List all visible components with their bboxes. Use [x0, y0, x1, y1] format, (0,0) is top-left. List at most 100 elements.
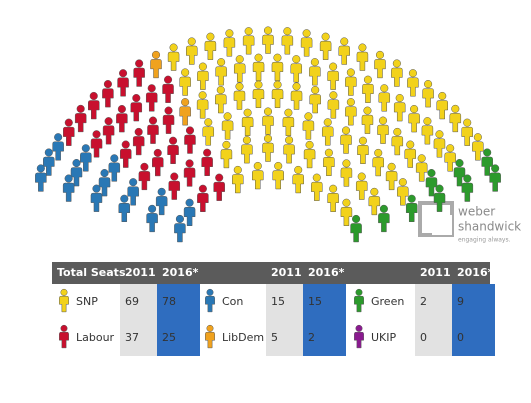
seat-icon	[155, 187, 168, 216]
icon-body	[116, 113, 128, 133]
seat-icon	[174, 214, 186, 243]
icon-head	[374, 148, 383, 157]
icon-head	[341, 126, 351, 135]
icon-body	[481, 156, 493, 176]
icon-body	[204, 40, 217, 60]
icon-head	[363, 106, 372, 115]
icon-head	[92, 184, 101, 193]
seat-icon	[241, 136, 253, 164]
icon-head	[294, 165, 303, 174]
icon-body	[378, 92, 391, 112]
seats-2016: 25	[162, 331, 176, 344]
seat-icon	[205, 288, 215, 313]
icon-head	[153, 148, 162, 157]
icon-head	[358, 43, 367, 52]
table-header: Total Seats	[57, 266, 126, 279]
icon-body	[90, 192, 103, 212]
icon-body	[184, 134, 196, 154]
icon-head	[357, 172, 366, 181]
seat-icon	[152, 148, 164, 177]
icon-body	[252, 61, 265, 81]
icon-body	[391, 67, 403, 87]
seat-icon	[340, 126, 352, 154]
icon-body	[183, 206, 196, 226]
seat-icon	[425, 169, 438, 197]
icon-head	[64, 118, 73, 127]
party-name: SNP	[76, 295, 98, 308]
party-name: Con	[222, 295, 243, 308]
icon-head	[324, 148, 333, 157]
seat-icon	[292, 165, 304, 194]
seat-icon	[321, 118, 334, 146]
seat-icon	[489, 164, 501, 192]
icon-body	[138, 171, 151, 191]
seat-icon	[130, 94, 143, 122]
icon-body	[152, 157, 164, 177]
seat-icon	[357, 136, 369, 164]
icon-body	[433, 192, 446, 212]
icon-body	[327, 70, 339, 90]
icon-body	[357, 144, 369, 164]
icon-body	[355, 180, 368, 200]
icon-head	[104, 117, 113, 126]
seat-icon	[252, 80, 265, 108]
icon-body	[130, 102, 143, 122]
icon-head	[408, 69, 417, 78]
icon-head	[491, 164, 500, 173]
seats-2016: 15	[308, 295, 322, 308]
icon-body	[327, 99, 340, 119]
seat-icon	[449, 104, 462, 133]
icon-head	[451, 104, 460, 113]
icon-head	[151, 50, 161, 59]
icon-body	[421, 125, 434, 145]
icon-head	[253, 161, 262, 171]
icon-body	[405, 202, 418, 222]
icon-head	[217, 58, 226, 67]
seat-icon	[63, 118, 75, 146]
icon-body	[309, 94, 321, 114]
icon-body	[252, 88, 265, 108]
icon-body	[407, 77, 419, 97]
seat-icon	[433, 184, 446, 212]
cell-bg	[266, 284, 303, 356]
seat-icon	[80, 144, 92, 172]
icon-body	[272, 170, 284, 190]
seat-icon	[300, 29, 313, 57]
icon-head	[305, 140, 314, 149]
icon-body	[220, 149, 233, 169]
icon-body	[290, 90, 303, 110]
icon-body	[436, 100, 448, 120]
seat-icon	[311, 173, 323, 201]
icon-body	[63, 126, 75, 146]
column-header: 2011	[271, 266, 302, 279]
seat-icon	[271, 53, 284, 81]
icon-head	[329, 62, 338, 71]
seat-icon	[272, 161, 284, 190]
seat-icon	[232, 165, 244, 194]
seat-icon	[433, 130, 446, 158]
seat-icon	[90, 130, 103, 158]
party-name: Labour	[76, 331, 115, 344]
icon-head	[135, 59, 144, 68]
seat-icon	[185, 37, 198, 65]
seat-icon	[421, 117, 434, 145]
icon-head	[64, 174, 73, 183]
seats-2011: 69	[125, 295, 139, 308]
icon-head	[206, 32, 215, 41]
seat-icon	[132, 127, 145, 156]
seat-icon	[374, 50, 386, 79]
icon-head	[417, 154, 426, 163]
cell-bg	[452, 284, 495, 356]
seat-icon	[215, 85, 227, 114]
seat-icon	[354, 288, 364, 313]
icon-body	[155, 196, 168, 216]
icon-body	[303, 149, 316, 169]
cell-bg	[157, 284, 200, 356]
icon-head	[119, 69, 128, 78]
icon-head	[427, 169, 436, 178]
icon-head	[103, 80, 112, 89]
icon-head	[312, 173, 321, 182]
icon-head	[206, 288, 214, 296]
icon-head	[134, 127, 143, 136]
icon-head	[363, 75, 373, 84]
